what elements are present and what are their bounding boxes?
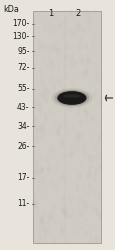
Circle shape (89, 155, 92, 161)
Circle shape (85, 202, 87, 208)
Text: 130-: 130- (12, 32, 29, 41)
Circle shape (84, 43, 87, 49)
Text: 34-: 34- (17, 122, 29, 131)
Circle shape (48, 30, 51, 36)
Circle shape (47, 215, 50, 221)
Ellipse shape (56, 91, 86, 105)
Text: 43-: 43- (17, 102, 29, 112)
Circle shape (88, 18, 91, 24)
Ellipse shape (57, 91, 86, 105)
Text: 11-: 11- (17, 199, 29, 208)
Circle shape (40, 167, 43, 173)
Bar (33, 11, 101, 242)
Circle shape (35, 128, 38, 134)
Ellipse shape (54, 90, 89, 106)
Circle shape (60, 139, 63, 145)
Circle shape (74, 61, 77, 67)
Circle shape (32, 200, 35, 206)
Text: 17-: 17- (17, 173, 29, 182)
Circle shape (43, 84, 45, 90)
Circle shape (63, 212, 66, 218)
Text: 26-: 26- (17, 142, 29, 151)
Circle shape (57, 130, 59, 136)
Text: 1: 1 (48, 10, 53, 18)
Circle shape (75, 186, 78, 192)
Text: kDa: kDa (3, 6, 19, 15)
Circle shape (95, 70, 98, 75)
Circle shape (90, 136, 93, 142)
Circle shape (82, 70, 85, 75)
Circle shape (51, 63, 53, 69)
Circle shape (45, 227, 48, 233)
Circle shape (51, 212, 54, 218)
Circle shape (69, 60, 72, 66)
Circle shape (90, 116, 92, 121)
Circle shape (63, 20, 66, 26)
Circle shape (52, 237, 55, 243)
Text: 2: 2 (74, 10, 80, 18)
Text: 72-: 72- (17, 63, 29, 72)
Circle shape (79, 211, 81, 217)
Circle shape (83, 150, 86, 156)
Circle shape (82, 200, 84, 205)
Circle shape (65, 26, 68, 32)
Circle shape (60, 228, 62, 234)
Circle shape (79, 132, 82, 138)
Text: 55-: 55- (17, 84, 29, 93)
Circle shape (87, 154, 90, 160)
Circle shape (97, 164, 100, 170)
Circle shape (52, 84, 55, 90)
Circle shape (39, 126, 41, 132)
Circle shape (92, 189, 95, 195)
Circle shape (58, 123, 61, 129)
Circle shape (93, 175, 95, 181)
Circle shape (76, 134, 79, 140)
Circle shape (78, 173, 80, 179)
Circle shape (62, 86, 65, 91)
Circle shape (62, 198, 65, 204)
Ellipse shape (63, 94, 80, 98)
Circle shape (71, 32, 73, 38)
Circle shape (82, 144, 85, 150)
Circle shape (38, 41, 41, 47)
Circle shape (77, 23, 80, 29)
Circle shape (84, 231, 86, 237)
Circle shape (97, 214, 100, 220)
Circle shape (51, 23, 54, 29)
Circle shape (63, 63, 65, 69)
Circle shape (74, 29, 77, 35)
Circle shape (95, 208, 98, 214)
Circle shape (69, 106, 72, 112)
Circle shape (35, 136, 38, 142)
Circle shape (34, 169, 37, 175)
Circle shape (97, 193, 100, 199)
Text: 170-: 170- (12, 19, 29, 28)
Circle shape (86, 56, 89, 62)
Circle shape (33, 97, 36, 103)
Circle shape (52, 218, 55, 224)
Ellipse shape (51, 88, 91, 108)
Text: 95-: 95- (17, 47, 29, 56)
Circle shape (66, 213, 69, 219)
